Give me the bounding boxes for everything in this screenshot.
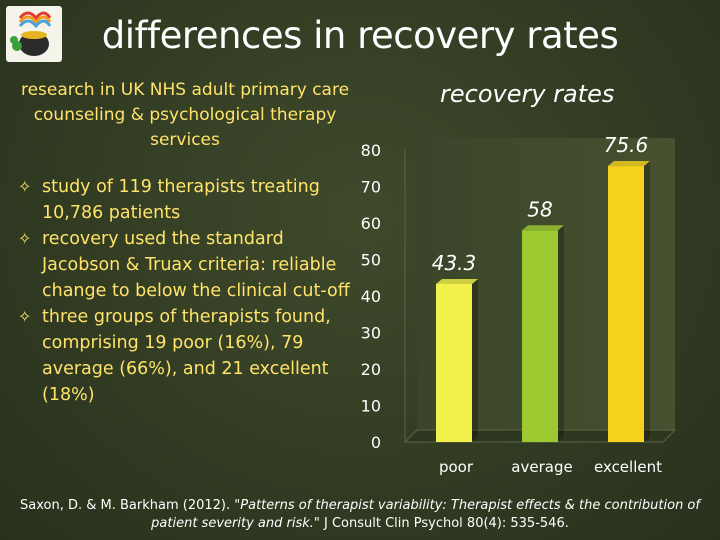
y-tick-label: 60: [361, 214, 381, 233]
y-tick-label: 80: [361, 141, 381, 160]
bar-top: [522, 225, 564, 231]
bar-side: [558, 225, 564, 442]
citation-title: "Patterns of therapist variability: Ther…: [151, 498, 700, 531]
slide-subtitle: research in UK NHS adult primary care co…: [20, 80, 350, 150]
x-category-label: poor: [439, 458, 474, 476]
y-tick-label: 70: [361, 178, 381, 197]
citation-authors: Saxon, D. & M. Barkham (2012).: [20, 498, 231, 513]
y-tick-label: 50: [361, 251, 381, 270]
bar-poor: [436, 283, 472, 442]
bullet-list: ✧ study of 119 therapists treating 10,786…: [18, 174, 363, 408]
x-category-label: average: [511, 458, 572, 476]
y-tick-label: 30: [361, 324, 381, 343]
y-tick-label: 10: [361, 397, 381, 416]
bar-value-label: 75.6: [604, 133, 649, 157]
y-tick-label: 40: [361, 287, 381, 306]
y-tick-label: 20: [361, 360, 381, 379]
bullet-item: ✧ three groups of therapists found, compr…: [18, 304, 363, 408]
recovery-rates-chart: 0 10 20 30 40 50 60 70 80 43.3 poor 58 average 75.6 ex…: [361, 133, 677, 476]
citation-journal: J Consult Clin Psychol 80(4): 535-546.: [324, 516, 569, 531]
shamrock-pot-logo: [6, 6, 62, 62]
bar-side: [472, 278, 478, 442]
bar-top: [436, 278, 478, 284]
bullet-text: recovery used the standard Jacobson & Tr…: [42, 229, 350, 301]
citation: Saxon, D. & M. Barkham (2012). "Patterns…: [10, 497, 710, 533]
pot-of-gold-icon: [10, 11, 52, 56]
bar-value-label: 58: [527, 197, 552, 221]
bar-side: [644, 161, 650, 442]
slide-title: differences in recovery rates: [101, 14, 619, 57]
sparkle-bullet-icon: ✧: [18, 177, 32, 196]
sparkle-bullet-icon: ✧: [18, 229, 32, 248]
x-category-label: excellent: [594, 458, 662, 476]
bar-top: [608, 161, 650, 167]
bullet-text: study of 119 therapists treating 10,786 …: [42, 177, 320, 223]
bullet-item: ✧ study of 119 therapists treating 10,786…: [18, 174, 363, 226]
bar-excellent: [608, 166, 644, 442]
bullet-item: ✧ recovery used the standard Jacobson & T…: [18, 226, 363, 304]
sparkle-bullet-icon: ✧: [18, 307, 32, 326]
chart-title: recovery rates: [440, 80, 615, 108]
bar-value-label: 43.3: [432, 251, 477, 275]
y-tick-label: 0: [371, 433, 381, 452]
bullet-text: three groups of therapists found, compri…: [42, 307, 331, 405]
bar-average: [522, 230, 558, 442]
